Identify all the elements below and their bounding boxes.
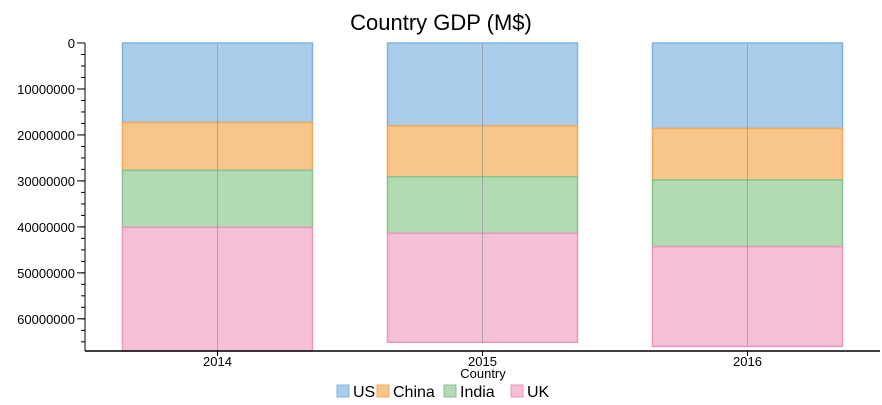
y-tick-label: 0: [68, 36, 75, 51]
legend-swatch: [376, 384, 390, 398]
y-tick-label: 20000000: [17, 128, 75, 143]
plot-area: [121, 42, 844, 352]
x-tick-label: 2015: [468, 354, 497, 369]
y-tick-label: 30000000: [17, 174, 75, 189]
legend-swatch: [510, 384, 524, 398]
legend-label: US: [353, 384, 375, 401]
y-axis: 0 10000000 20000000 30000000 40000000 5000000…: [17, 36, 86, 351]
legend-swatch: [336, 384, 350, 398]
legend-label: India: [460, 384, 495, 401]
legend-item-india[interactable]: India: [443, 384, 495, 401]
legend-item-uk[interactable]: UK: [510, 384, 550, 401]
x-tick-label: 2014: [203, 354, 232, 369]
legend-item-china[interactable]: China: [376, 384, 435, 401]
y-tick-label: 50000000: [17, 266, 75, 281]
y-tick-label: 40000000: [17, 220, 75, 235]
y-tick-label: 60000000: [17, 312, 75, 327]
x-axis-title: Country: [460, 366, 506, 381]
x-tick-label: 2016: [733, 354, 762, 369]
legend[interactable]: US China India UK: [336, 384, 550, 401]
y-tick-label: 10000000: [17, 82, 75, 97]
legend-label: UK: [527, 384, 550, 401]
legend-item-us[interactable]: US: [336, 384, 375, 401]
chart-title: Country GDP (M$): [350, 10, 532, 35]
x-axis: 2014 2015 2016: [85, 350, 880, 369]
legend-swatch: [443, 384, 457, 398]
legend-label: China: [393, 384, 435, 401]
